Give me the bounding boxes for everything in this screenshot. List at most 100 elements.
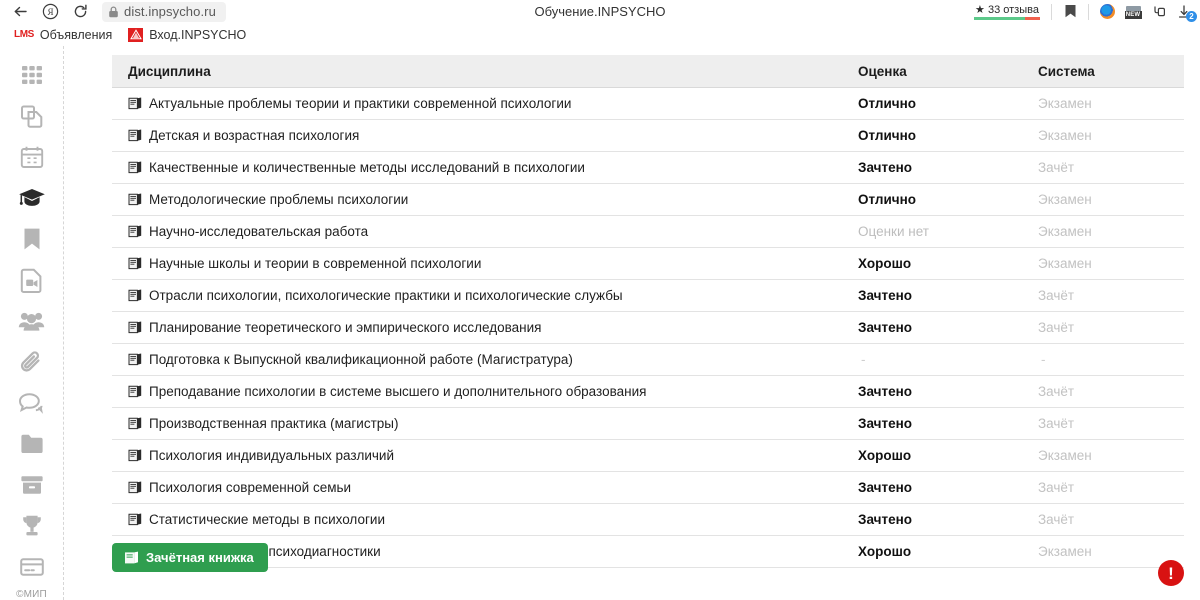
bookmark-item-inpsycho-login[interactable]: Вход.INPSYCHO [120,24,254,46]
browser-chrome: Я dist.inpsycho.ru Обучение.INPSYCHO [0,0,1200,46]
discipline-name[interactable]: Научно-исследовательская работа [149,224,369,239]
cell-grade: Хорошо [842,439,1022,472]
sidebar-item-achievements[interactable] [8,505,56,546]
discipline-name[interactable]: Психология индивидуальных различий [149,448,394,463]
book-icon [128,97,142,110]
discipline-name[interactable]: Актуальные проблемы теории и практики со… [149,96,572,111]
system-value: Экзамен [1038,192,1092,207]
discipline-name[interactable]: Качественные и количественные методы исс… [149,160,585,175]
table-row[interactable]: Научно-исследовательская работа Оценки не… [112,215,1184,248]
discipline-name[interactable]: Статистические методы в психологии [149,512,385,527]
discipline-name[interactable]: Производственная практика (магистры) [149,416,399,431]
screenshot-new-icon[interactable]: NEW [1120,1,1146,23]
grade-value: Зачтено [858,160,912,175]
bookmark-label: Объявления [39,27,113,42]
cell-system: Зачёт [1022,151,1184,184]
extension-circle-icon[interactable] [1094,1,1120,23]
column-header-discipline: Дисциплина [112,55,842,88]
table-row[interactable]: Психология индивидуальных различий Хорошо… [112,439,1184,472]
svg-text:Я: Я [47,7,53,17]
sidebar-item-video[interactable] [8,259,56,300]
discipline-name[interactable]: Подготовка к Выпускной квалификационной … [149,352,573,367]
cell-system: Экзамен [1022,119,1184,152]
address-bar[interactable]: dist.inpsycho.ru [102,1,226,22]
book-icon [128,513,142,526]
review-badge[interactable]: ★ 33 отзыва [968,1,1046,23]
system-value: Зачёт [1038,320,1075,335]
sidebar-item-attachments[interactable] [8,341,56,382]
toolbar-right-group: ★ 33 отзыва NEW [968,0,1198,23]
cell-grade: Зачтено [842,311,1022,344]
sidebar-item-home[interactable] [8,54,56,95]
sidebar-item-calendar[interactable] [8,136,56,177]
table-row[interactable]: Подготовка к Выпускной квалификационной … [112,343,1184,376]
table-row[interactable]: Теория и практика психодиагностикиХорошо… [112,535,1184,568]
chat-bubbles-icon [18,391,45,415]
alert-symbol: ! [1168,563,1174,583]
sidebar-item-groups[interactable] [8,300,56,341]
main-content: Дисциплина Оценка Система Актуальные про… [64,46,1200,600]
lms-logo-icon: LMS [14,28,34,40]
table-row[interactable]: Отрасли психологии, психологические прак… [112,279,1184,312]
sidebar-item-bookmarks[interactable] [8,218,56,259]
discipline-name[interactable]: Преподавание психологии в системе высшег… [149,384,647,399]
grade-value: Зачтено [858,416,912,431]
discipline-name[interactable]: Отрасли психологии, психологические прак… [149,288,623,303]
column-header-grade: Оценка [842,55,1022,88]
table-row[interactable]: Качественные и количественные методы исс… [112,151,1184,184]
sidebar-item-archive[interactable] [8,464,56,505]
table-row[interactable]: Детская и возрастная психология Отлично Эк… [112,119,1184,152]
sidebar-copyright: ©МИП [16,589,47,600]
system-value: Зачёт [1038,288,1075,303]
column-header-system: Система [1022,55,1184,88]
grade-value: Хорошо [858,544,912,559]
table-row[interactable]: Преподавание психологии в системе высшег… [112,375,1184,408]
cell-discipline: Актуальные проблемы теории и практики со… [112,87,842,120]
bookmark-star-icon[interactable] [1057,1,1083,23]
discipline-name[interactable]: Научные школы и теории в современной пси… [149,256,482,271]
back-icon[interactable] [6,1,34,23]
cell-discipline: Качественные и количественные методы исс… [112,151,842,184]
table-row[interactable]: Психология современной семьи Зачтено Зачёт [112,471,1184,504]
cell-grade: Отлично [842,119,1022,152]
table-row[interactable]: Актуальные проблемы теории и практики со… [112,87,1184,120]
star-icon: ★ [975,3,985,16]
cell-discipline: Отрасли психологии, психологические прак… [112,279,842,312]
reload-icon[interactable] [66,1,94,23]
grades-table: Дисциплина Оценка Система Актуальные про… [112,55,1184,568]
cell-discipline: Психология современной семьи [112,471,842,504]
downloads-icon[interactable]: 2 [1172,1,1198,23]
cell-grade: Зачтено [842,407,1022,440]
book-icon [128,193,142,206]
table-header-row: Дисциплина Оценка Система [112,55,1184,88]
toolbar-divider [1051,3,1052,20]
sidebar-item-files[interactable] [8,423,56,464]
yandex-icon[interactable]: Я [36,1,64,23]
table-row[interactable]: Производственная практика (магистры) Зачт… [112,407,1184,440]
record-book-button[interactable]: Зачётная книжка [112,543,268,572]
sidebar-item-payment[interactable] [8,546,56,587]
discipline-name[interactable]: Психология современной семьи [149,480,352,495]
cell-system: Зачёт [1022,375,1184,408]
table-row[interactable]: Статистические методы в психологии Зачтен… [112,503,1184,536]
left-sidebar: ©МИП [0,46,64,600]
sidebar-item-education[interactable] [8,177,56,218]
grade-value: Хорошо [858,448,912,463]
cell-system: Экзамен [1022,247,1184,280]
alert-icon[interactable]: ! [1158,560,1184,586]
sidebar-item-messages[interactable] [8,382,56,423]
downloads-badge: 2 [1186,10,1197,22]
discipline-name[interactable]: Методологические проблемы психологии [149,192,409,207]
discipline-name[interactable]: Планирование теоретического и эмпирическ… [149,320,542,335]
pointer-tag-icon[interactable] [1146,1,1172,23]
discipline-name[interactable]: Детская и возрастная психология [149,128,360,143]
table-row[interactable]: Методологические проблемы психологии Отли… [112,183,1184,216]
bookmark-item-announcements[interactable]: LMS Объявления [6,24,120,46]
browser-toolbar: Я dist.inpsycho.ru Обучение.INPSYCHO [0,0,1200,23]
calendar-icon [19,144,45,170]
sidebar-item-documents[interactable] [8,95,56,136]
table-row[interactable]: Планирование теоретического и эмпирическ… [112,311,1184,344]
cell-discipline: Подготовка к Выпускной квалификационной … [112,343,842,376]
table-row[interactable]: Научные школы и теории в современной пси… [112,247,1184,280]
video-file-icon [19,267,45,293]
